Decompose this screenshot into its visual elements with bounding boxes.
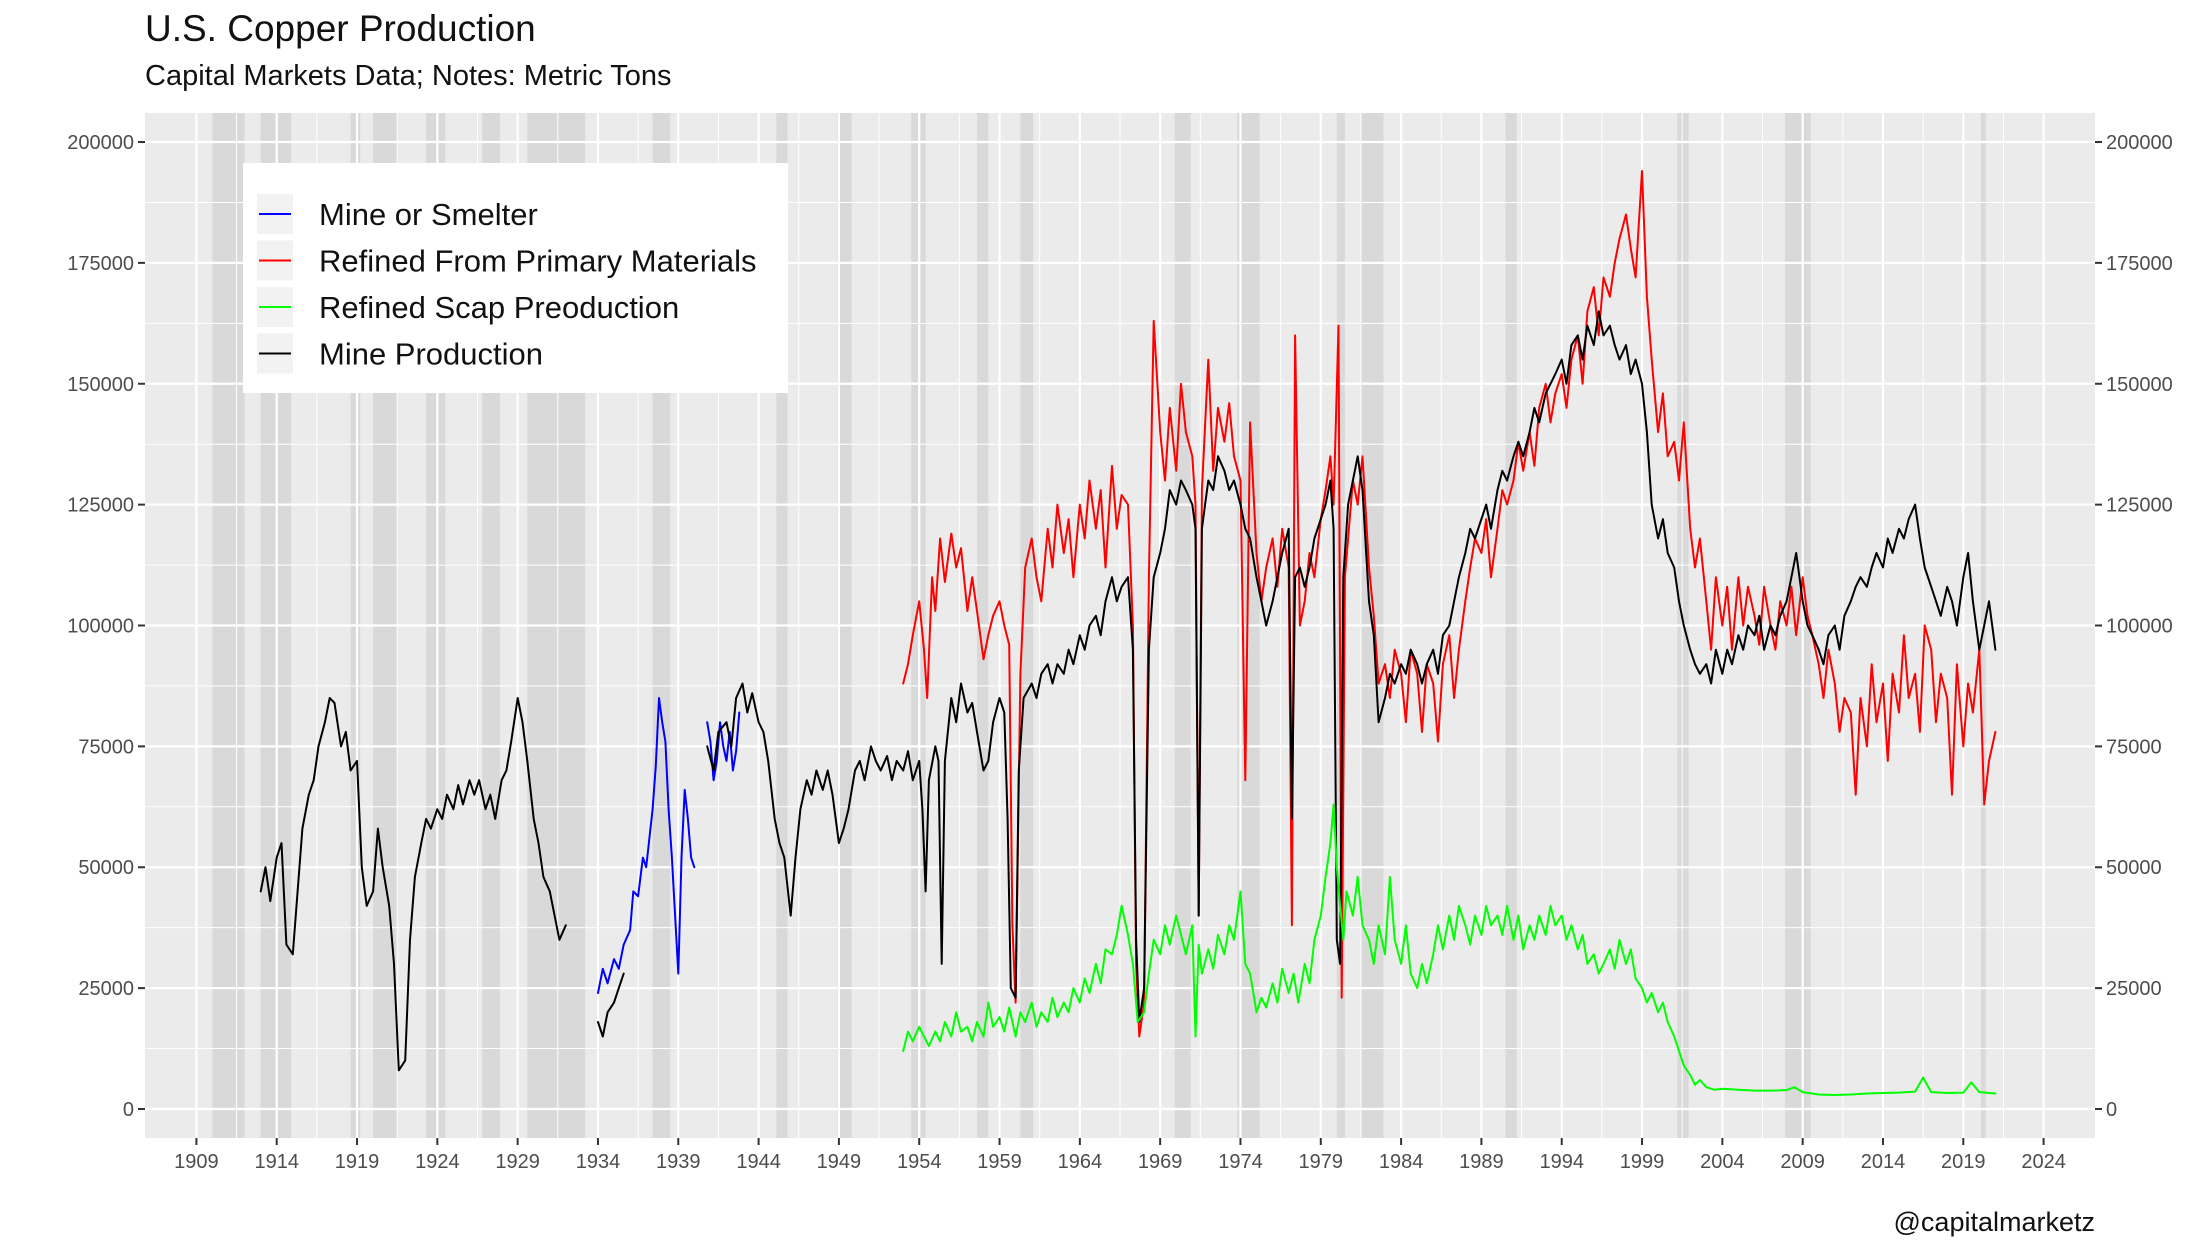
y-tick-label-right: 125000 (2106, 495, 2173, 517)
x-tick-label: 1979 (1299, 1151, 1344, 1173)
x-tick-label: 1949 (817, 1151, 862, 1173)
legend-label: Refined From Primary Materials (319, 244, 757, 279)
series-line-mine-production (597, 972, 625, 1038)
x-tick-label: 1959 (977, 1151, 1022, 1173)
x-tick-label: 1919 (335, 1151, 380, 1173)
y-tick-label-left: 100000 (67, 616, 134, 638)
x-tick-label: 1924 (415, 1151, 460, 1173)
y-tick-label-left: 0 (123, 1099, 134, 1121)
x-tick-label: 1974 (1218, 1151, 1263, 1173)
x-tick-label: 1934 (576, 1151, 621, 1173)
y-tick-label-right: 0 (2106, 1099, 2117, 1121)
series-line-mine-production (706, 310, 1997, 1023)
y-tick-label-right: 25000 (2106, 978, 2162, 1000)
chart-title: U.S. Copper Production (145, 8, 536, 49)
y-tick-label-right: 50000 (2106, 857, 2162, 879)
x-tick-label: 1964 (1058, 1151, 1103, 1173)
y-tick-label-right: 100000 (2106, 616, 2173, 638)
y-tick-label-left: 200000 (67, 132, 134, 154)
y-tick-label-left: 125000 (67, 495, 134, 517)
y-tick-label-left: 25000 (78, 978, 134, 1000)
legend: Mine or Smelter Refined From Primary Mate… (243, 163, 788, 393)
x-tick-label: 1944 (736, 1151, 781, 1173)
x-tick-label: 2009 (1780, 1151, 1825, 1173)
legend-label: Mine or Smelter (319, 197, 538, 232)
x-tick-label: 1994 (1539, 1151, 1584, 1173)
x-tick-label: 2019 (1941, 1151, 1986, 1173)
x-tick-label: 2004 (1700, 1151, 1745, 1173)
y-tick-label-right: 175000 (2106, 253, 2173, 275)
x-tick-label: 1929 (495, 1151, 540, 1173)
x-tick-label: 1999 (1620, 1151, 1665, 1173)
x-tick-label: 2014 (1861, 1151, 1906, 1173)
x-tick-label: 1989 (1459, 1151, 1504, 1173)
legend-label: Mine Production (319, 337, 543, 372)
chart-subtitle: Capital Markets Data; Notes: Metric Tons (145, 60, 672, 92)
y-tick-label-right: 150000 (2106, 374, 2173, 396)
x-tick-label: 1939 (656, 1151, 701, 1173)
legend-box (243, 163, 788, 393)
x-tick-label: 1914 (254, 1151, 299, 1173)
x-tick-label: 1969 (1138, 1151, 1183, 1173)
y-tick-label-left: 50000 (78, 857, 134, 879)
series-line-refined-from-primary-materials (902, 170, 1997, 1038)
y-tick-label-left: 175000 (67, 253, 134, 275)
series-line-refined-scap-preoduction (902, 803, 1997, 1096)
y-tick-label-right: 200000 (2106, 132, 2173, 154)
x-tick-label: 1954 (897, 1151, 942, 1173)
y-tick-label-left: 75000 (78, 736, 134, 758)
chart-caption: @capitalmarketz (1893, 1207, 2095, 1237)
legend-label: Refined Scap Preoduction (319, 290, 679, 325)
x-tick-label: 1909 (174, 1151, 219, 1173)
x-tick-label: 1984 (1379, 1151, 1424, 1173)
series-lines (259, 170, 1997, 1096)
y-tick-label-left: 150000 (67, 374, 134, 396)
series-line-mine-or-smelter (597, 697, 696, 994)
y-tick-label-right: 75000 (2106, 736, 2162, 758)
x-tick-label: 2024 (2021, 1151, 2066, 1173)
gridlines (145, 113, 2095, 1138)
axes: 0 0 25000 25000 50000 50000 75000 75000 100000 10… (67, 132, 2173, 1173)
series-line-mine-production (259, 697, 567, 1072)
